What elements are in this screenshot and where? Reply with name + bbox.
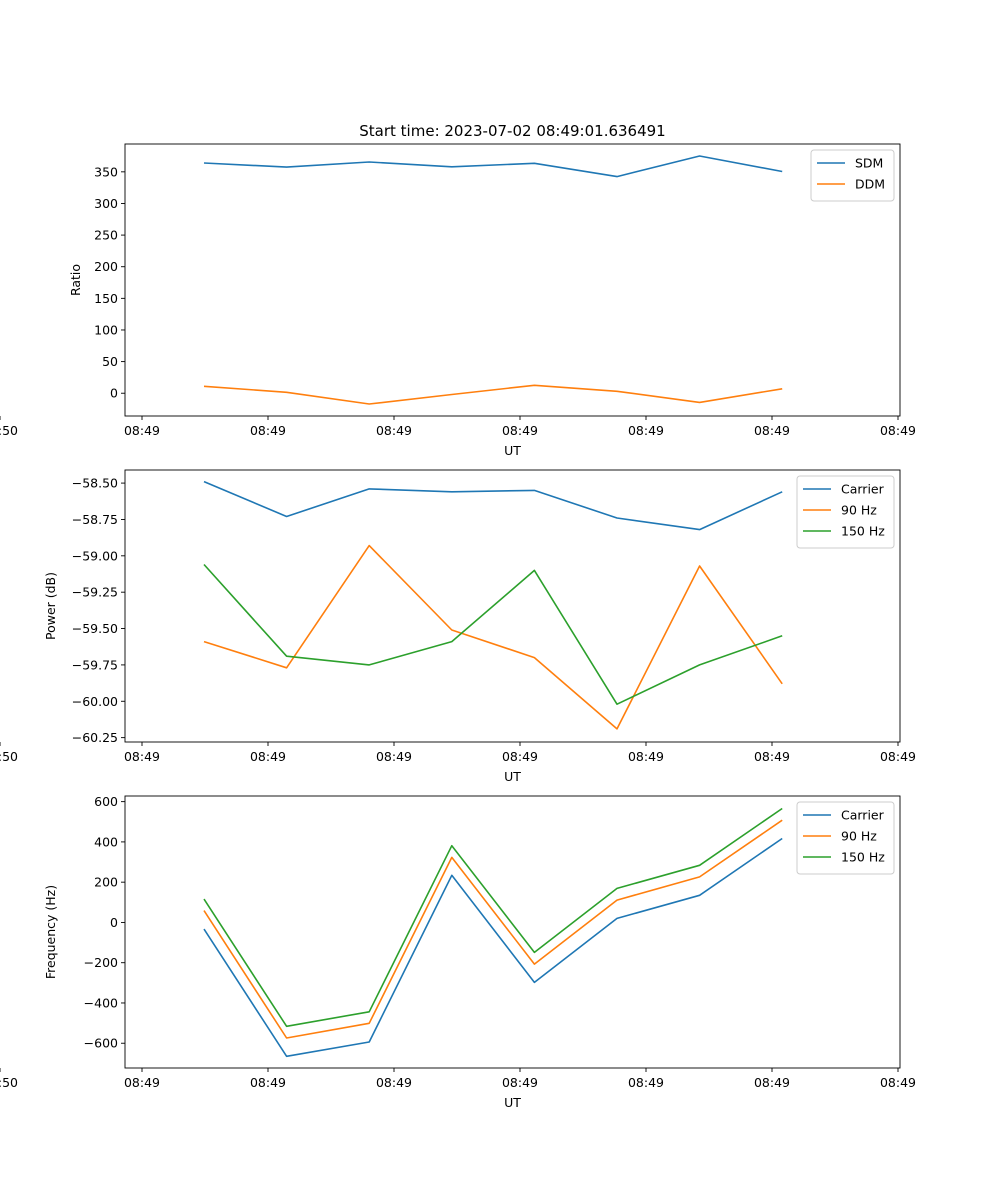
legend-label: 90 Hz xyxy=(841,829,877,844)
y-tick-label: 0 xyxy=(110,915,118,930)
x-tick-label: 08:49 xyxy=(754,1075,790,1090)
y-tick-label: 600 xyxy=(94,794,118,809)
legend-label: 150 Hz xyxy=(841,850,885,865)
x-tick-label: 08:49 xyxy=(880,749,916,764)
legend-box xyxy=(796,801,895,875)
y-tick-label: 50 xyxy=(102,354,118,369)
axes-frame xyxy=(124,143,901,417)
y-tick-label: −60.00 xyxy=(72,694,118,709)
x-tick-label: 08:49 xyxy=(250,749,286,764)
x-tick-label: 08:49 xyxy=(376,1075,412,1090)
chart-2: 08:49 08:49 08:49 08:49 08:49 08:49 08:49 08:50… xyxy=(0,469,916,784)
y-tick-label: −58.50 xyxy=(72,476,118,491)
y-axis-label: Power (dB) xyxy=(43,572,58,640)
series-line-90-hz xyxy=(203,544,783,730)
series-line-carrier xyxy=(203,480,783,531)
legend-label: Carrier xyxy=(841,482,885,497)
x-tick-label: 08:49 xyxy=(754,423,790,438)
y-tick-label: 400 xyxy=(94,834,118,849)
axes-frame xyxy=(124,795,901,1069)
x-tick-label: 08:49 xyxy=(376,749,412,764)
x-tick-label: 08:49 xyxy=(502,423,538,438)
x-axis-label: UT xyxy=(504,443,521,458)
y-tick-label: −59.00 xyxy=(72,548,118,563)
x-tick-label: 08:49 xyxy=(754,749,790,764)
legend-label: 150 Hz xyxy=(841,524,885,539)
x-tick-label: 08:49 xyxy=(502,749,538,764)
x-axis-label: UT xyxy=(504,769,521,784)
x-tick-label: 08:49 xyxy=(376,423,412,438)
legend-label: DDM xyxy=(855,177,885,192)
y-tick-label: −200 xyxy=(84,955,118,970)
x-axis-label: UT xyxy=(504,1095,521,1110)
series-line-150-hz xyxy=(203,807,783,1028)
y-tick-label: 150 xyxy=(94,291,118,306)
y-tick-label: −59.25 xyxy=(72,585,118,600)
y-tick-label: −400 xyxy=(84,995,118,1010)
series-line-sdm xyxy=(203,155,783,178)
x-tick-label: 08:49 xyxy=(880,1075,916,1090)
series-line-carrier xyxy=(203,837,783,1058)
legend-label: Carrier xyxy=(841,808,885,823)
y-tick-label: 100 xyxy=(94,322,118,337)
y-tick-label: 300 xyxy=(94,196,118,211)
y-tick-label: −60.25 xyxy=(72,730,118,745)
legend-label: 90 Hz xyxy=(841,503,877,518)
series-line-150-hz xyxy=(203,563,783,706)
series-line-ddm xyxy=(203,384,783,405)
y-tick-label: −59.75 xyxy=(72,657,118,672)
y-tick-label: −600 xyxy=(84,1036,118,1051)
x-tick-label: 08:49 xyxy=(880,423,916,438)
x-tick-label: 08:49 xyxy=(250,423,286,438)
x-tick-label: 08:49 xyxy=(502,1075,538,1090)
x-tick-label: 08:49 xyxy=(124,1075,160,1090)
y-axis-label: Ratio xyxy=(68,264,83,296)
x-tick-label: 08:49 xyxy=(124,423,160,438)
chart-1: 08:49 08:49 08:49 08:49 08:49 08:49 08:49 08:50… xyxy=(0,143,916,458)
legend-box xyxy=(796,475,895,549)
y-tick-label: 200 xyxy=(94,259,118,274)
x-tick-label: 08:49 xyxy=(628,749,664,764)
y-tick-label: 350 xyxy=(94,164,118,179)
series-line-90-hz xyxy=(203,819,783,1039)
x-tick-label: 08:49 xyxy=(628,1075,664,1090)
x-tick-label: 08:50 xyxy=(0,423,18,438)
y-tick-label: 200 xyxy=(94,875,118,890)
y-tick-label: −59.50 xyxy=(72,621,118,636)
x-tick-label: 08:50 xyxy=(0,749,18,764)
y-tick-label: 0 xyxy=(110,386,118,401)
x-tick-label: 08:50 xyxy=(0,1075,18,1090)
y-axis-label: Frequency (Hz) xyxy=(43,885,58,979)
chart-3: 08:49 08:49 08:49 08:49 08:49 08:49 08:49 08:50… xyxy=(0,794,916,1110)
x-tick-label: 08:49 xyxy=(124,749,160,764)
x-tick-label: 08:49 xyxy=(250,1075,286,1090)
y-tick-label: 250 xyxy=(94,228,118,243)
y-tick-label: −58.75 xyxy=(72,512,118,527)
legend-label: SDM xyxy=(855,156,883,171)
x-tick-label: 08:49 xyxy=(628,423,664,438)
figure-title: Start time: 2023-07-02 08:49:01.636491 xyxy=(359,122,665,140)
axes-frame xyxy=(124,469,901,743)
